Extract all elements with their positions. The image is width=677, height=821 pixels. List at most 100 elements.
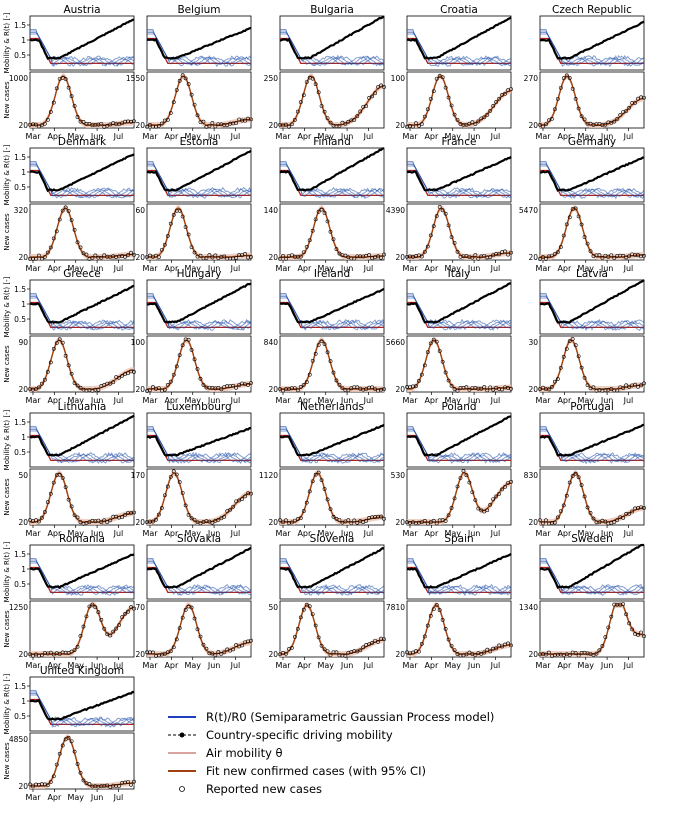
reported-case-point — [96, 610, 101, 615]
xtick-label: Jun — [600, 264, 614, 273]
xtick-label: Jun — [467, 529, 481, 538]
xtick-label: Jul — [230, 264, 241, 273]
reported-case-point — [54, 762, 59, 767]
reported-case-point — [621, 386, 626, 390]
reported-case-point — [422, 249, 427, 254]
reported-case-point — [500, 387, 504, 392]
rt-line — [407, 426, 512, 464]
reported-case-point — [60, 475, 65, 480]
driving-mobility-line — [29, 553, 135, 590]
reported-case-point — [126, 780, 130, 784]
reported-case-point — [449, 103, 454, 108]
rt-line — [30, 33, 134, 68]
reported-case-point — [585, 383, 590, 388]
country-panel: Netherlands 1120 20 Mar Apr May Jun Jul — [259, 401, 386, 538]
reported-case-point — [355, 385, 360, 390]
panel-title: Slovakia — [177, 533, 221, 545]
rt-line — [30, 430, 135, 464]
panel-title: Greece — [63, 268, 100, 280]
reported-case-point — [609, 614, 614, 619]
reported-case-point — [449, 235, 454, 240]
xtick-label: Mar — [142, 264, 158, 273]
rt-line — [540, 161, 645, 199]
reported-case-point — [603, 519, 608, 524]
xtick-label: Mar — [25, 396, 41, 405]
fit-line — [147, 472, 252, 523]
reported-case-point — [99, 520, 104, 525]
ymax-label: 1250 — [9, 603, 28, 612]
reported-case-point — [319, 478, 324, 483]
driving-mobility-line — [146, 282, 252, 324]
reported-case-point — [467, 650, 472, 655]
reported-case-point — [87, 782, 92, 786]
reported-case-point — [295, 388, 300, 393]
reported-case-point — [322, 342, 327, 346]
reported-case-point — [180, 615, 185, 620]
reported-case-point — [473, 253, 478, 257]
rt-line — [407, 558, 512, 596]
reported-case-point — [558, 509, 563, 514]
ci-band — [280, 602, 384, 657]
reported-case-point — [446, 223, 451, 228]
panel-title: Portugal — [570, 401, 614, 413]
reported-case-point — [168, 111, 173, 115]
reported-case-point — [488, 502, 493, 507]
reported-case-point — [588, 511, 593, 515]
xtick-label: May — [184, 396, 201, 405]
ci-band — [540, 73, 644, 128]
top-axes — [146, 279, 252, 335]
reported-case-point — [549, 253, 554, 258]
top-axes — [406, 15, 512, 71]
reported-case-point — [346, 518, 351, 523]
reported-case-point — [627, 511, 632, 516]
reported-case-point — [491, 387, 496, 392]
reported-case-point — [470, 120, 475, 125]
reported-case-point — [642, 95, 646, 100]
reported-case-point — [298, 385, 303, 389]
legend-label: Fit new confirmed cases (with 95% CI) — [206, 764, 426, 778]
air-mobility-line — [147, 169, 251, 197]
reported-case-point — [51, 100, 56, 105]
rt-line — [30, 690, 135, 728]
reported-case-point — [249, 117, 253, 122]
reported-case-point — [307, 238, 312, 243]
ymin-label: 20 — [18, 253, 28, 262]
reported-case-point — [440, 208, 445, 213]
ytick-label: 0.5 — [14, 712, 26, 721]
rt-line — [280, 29, 385, 67]
top-axes — [279, 544, 385, 600]
reported-case-point — [78, 770, 83, 775]
reported-case-point — [482, 253, 487, 258]
panel-title: Finland — [313, 136, 351, 148]
reported-case-point — [509, 250, 513, 255]
bottom-axes — [279, 203, 385, 261]
reported-case-point — [126, 371, 130, 376]
reported-case-point — [319, 339, 324, 344]
reported-case-point — [337, 124, 342, 128]
driving-mobility-line — [539, 156, 645, 192]
reported-case-point — [154, 517, 158, 522]
reported-case-point — [564, 222, 569, 227]
bottom-axes — [146, 203, 252, 261]
reported-case-point — [171, 372, 176, 377]
xtick-label: Jun — [467, 264, 481, 273]
reported-case-point — [355, 114, 360, 119]
xtick-label: Mar — [142, 396, 158, 405]
driving-mobility-line — [539, 543, 644, 590]
reported-case-point — [201, 119, 206, 124]
reported-case-point — [506, 641, 510, 646]
reported-case-point — [455, 652, 460, 656]
ymin-label: 20 — [395, 650, 405, 659]
reported-case-point — [588, 249, 593, 254]
xtick-label: May — [444, 661, 461, 670]
xtick-label: Jul — [363, 264, 374, 273]
xtick-label: Mar — [275, 529, 291, 538]
reported-case-point — [425, 623, 430, 628]
reported-case-point — [334, 650, 339, 655]
reported-case-point — [337, 382, 342, 387]
reported-case-point — [555, 96, 560, 101]
reported-case-point — [284, 651, 288, 656]
reported-case-point — [165, 484, 170, 489]
ymax-label: 7810 — [386, 603, 405, 612]
